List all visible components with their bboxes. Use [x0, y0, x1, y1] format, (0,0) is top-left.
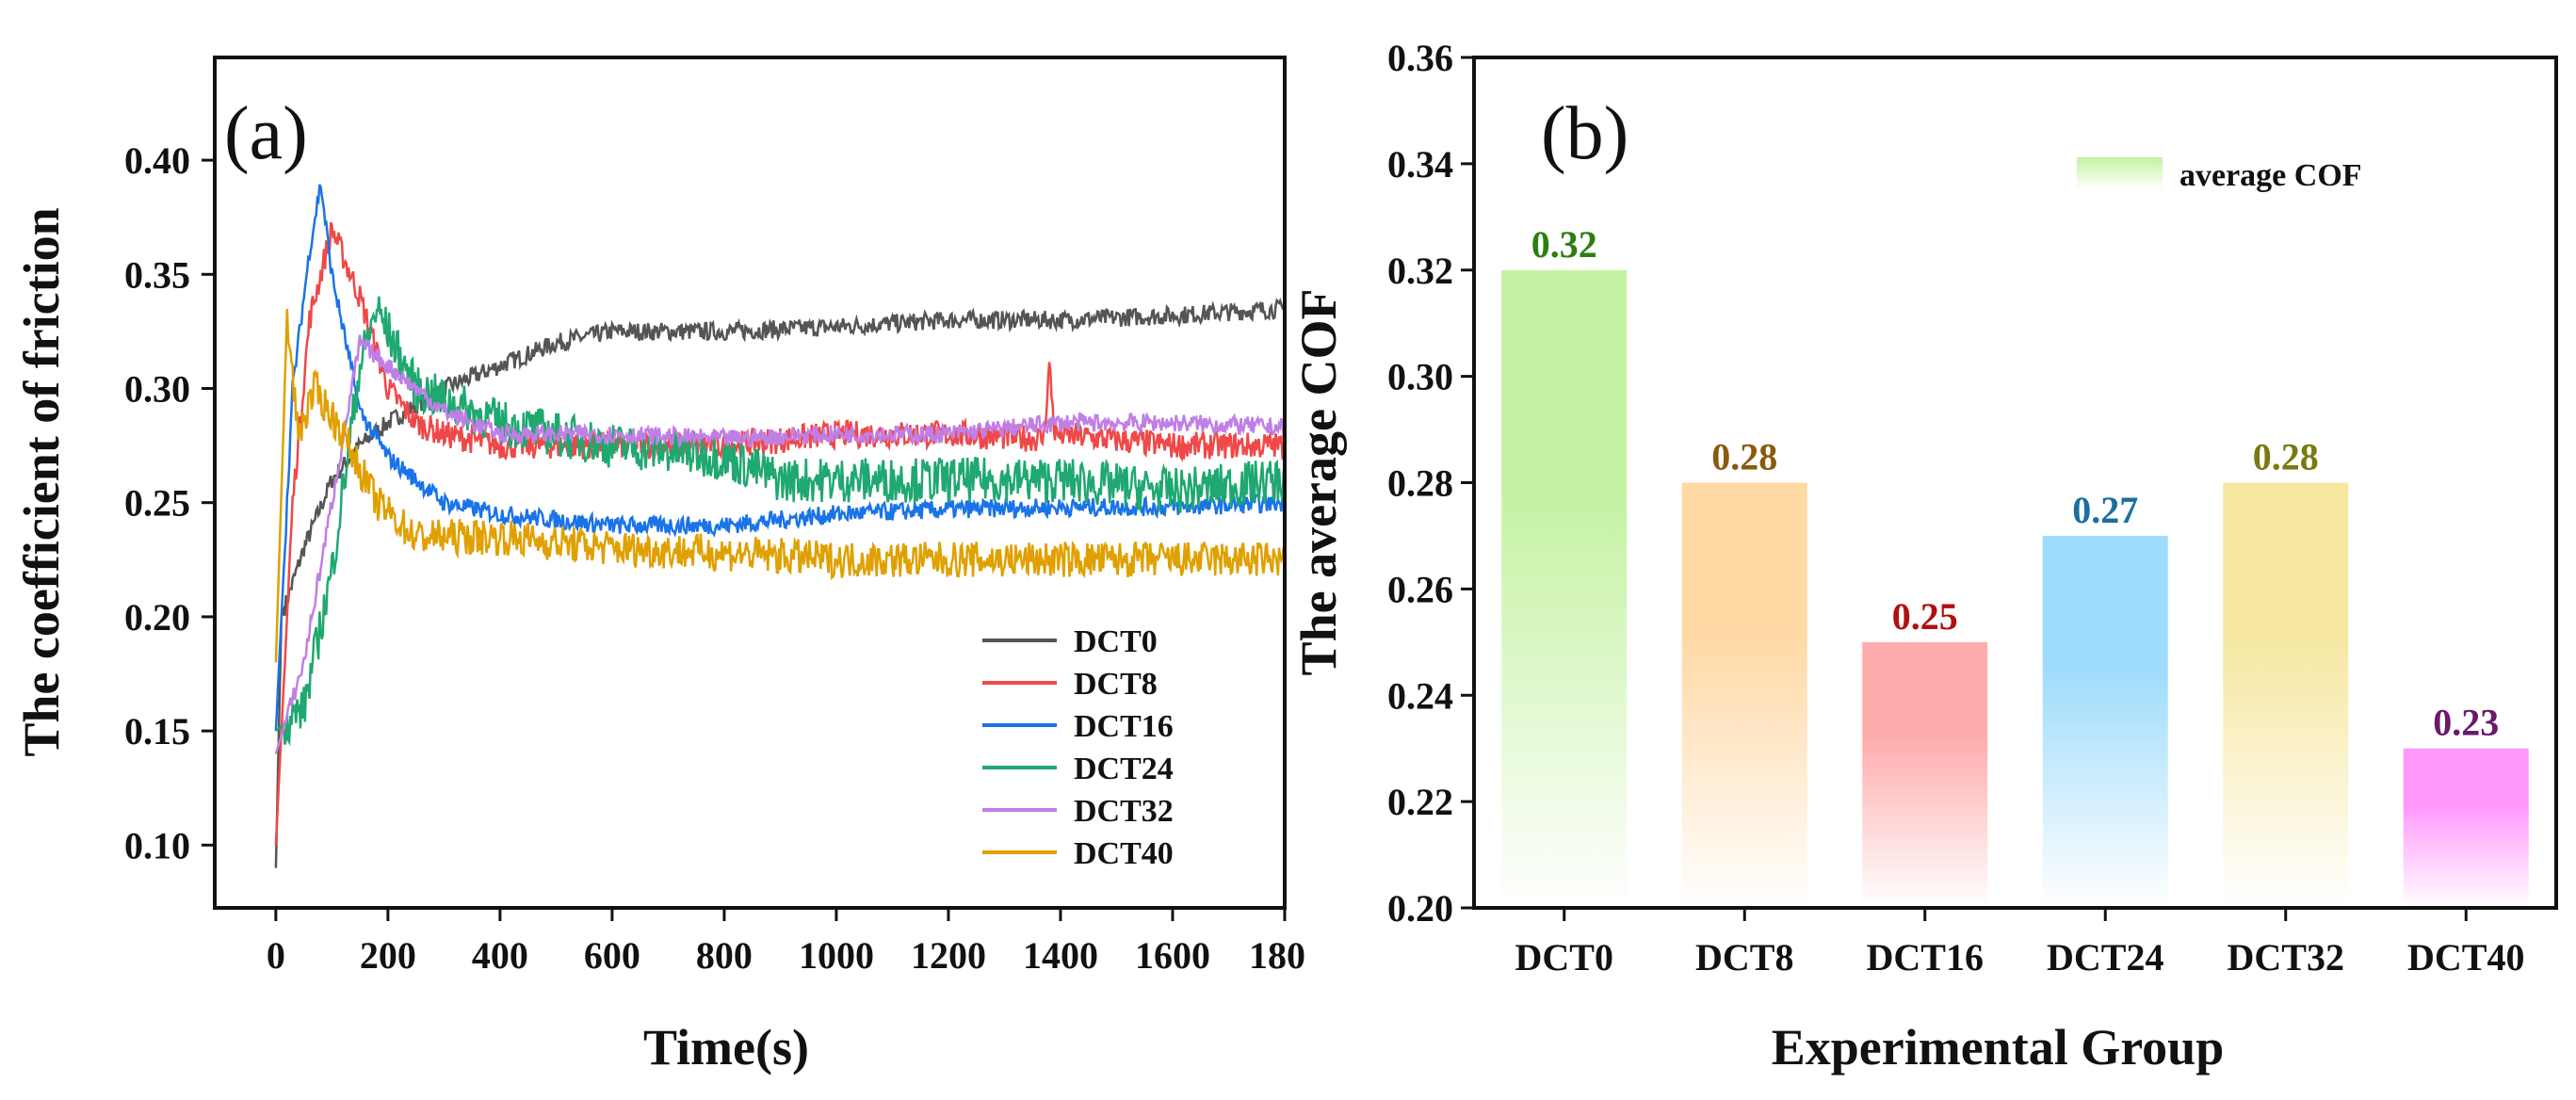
- x-tick-label-b: DCT32: [2228, 936, 2344, 979]
- legend-label: average COF: [2179, 158, 2362, 193]
- x-tick-label-a: 180: [1249, 934, 1305, 977]
- series-line-dct24: [275, 296, 1285, 747]
- plot-frame-b: [1472, 56, 2558, 910]
- panel-label-b: (b): [1541, 92, 1628, 175]
- y-tick-label-a: 0.15: [124, 710, 190, 752]
- y-tick-label-b: 0.26: [1387, 568, 1453, 610]
- x-tick-label-a: 600: [584, 934, 640, 977]
- legend-label-dct0: DCT0: [1074, 624, 1158, 659]
- x-tick-label-a: 1400: [1023, 934, 1098, 977]
- y-tick-label-a: 0.25: [124, 482, 190, 525]
- series-line-dct32: [274, 334, 1285, 754]
- plot-frame-a: [213, 56, 1287, 910]
- y-tick-label-b: 0.20: [1387, 887, 1453, 930]
- y-tick-label-a: 0.40: [124, 139, 190, 182]
- x-axis-title-b: Experimental Group: [1772, 1019, 2225, 1076]
- x-tick-label-a: 200: [360, 934, 416, 977]
- y-axis-title-b: The average COF: [1290, 289, 1347, 676]
- y-tick-label-b: 0.28: [1387, 462, 1453, 505]
- series-line-dct40: [274, 308, 1285, 663]
- bar-dct8: [1681, 482, 1807, 908]
- x-tick-label-b: DCT40: [2407, 936, 2524, 979]
- y-tick-label-b: 0.36: [1387, 37, 1453, 79]
- legend-label-dct8: DCT8: [1074, 667, 1158, 702]
- average-cof-bar-chart: (b) The average COF Experimental Group a…: [1290, 37, 2558, 1076]
- y-tick-label-b: 0.30: [1387, 356, 1453, 398]
- legend-label-dct40: DCT40: [1074, 836, 1174, 871]
- series-line-dct8: [274, 221, 1285, 846]
- y-tick-label-a: 0.35: [124, 253, 190, 296]
- y-tick-label-a: 0.10: [124, 824, 190, 866]
- bar-dct16: [1862, 641, 1988, 908]
- bar-dct32: [2223, 482, 2349, 908]
- x-axis-title-a: Time(s): [643, 1019, 809, 1076]
- x-tick-label-b: DCT0: [1515, 936, 1613, 979]
- x-tick-label-b: DCT16: [1867, 936, 1984, 979]
- y-tick-label-b: 0.34: [1387, 143, 1453, 186]
- value-label-dct40: 0.23: [2433, 702, 2499, 744]
- series-line-dct0: [274, 297, 1285, 868]
- y-axis-title-a: The coefficient of friction: [13, 207, 70, 756]
- series-line-dct16: [274, 184, 1285, 732]
- legend-swatch: [2077, 157, 2163, 189]
- value-label-dct16: 0.25: [1892, 595, 1958, 638]
- legend-label-dct32: DCT32: [1074, 794, 1174, 829]
- bar-dct0: [1501, 269, 1628, 908]
- y-tick-label-b: 0.32: [1387, 250, 1453, 292]
- value-label-dct0: 0.32: [1531, 223, 1597, 266]
- value-label-dct32: 0.28: [2253, 436, 2319, 478]
- x-tick-label-a: 400: [472, 934, 528, 977]
- panel-label-a: (a): [224, 92, 308, 175]
- legend-label-dct24: DCT24: [1074, 752, 1174, 786]
- x-tick-label-b: DCT24: [2047, 936, 2163, 979]
- value-label-dct8: 0.28: [1711, 436, 1777, 478]
- y-tick-label-b: 0.24: [1387, 674, 1453, 717]
- x-tick-label-a: 1000: [799, 934, 874, 977]
- bar-dct40: [2403, 748, 2529, 908]
- friction-time-chart: (a) The coefficient of friction Time(s) …: [13, 56, 1305, 1076]
- y-tick-label-a: 0.30: [124, 368, 190, 411]
- x-tick-label-a: 1600: [1135, 934, 1210, 977]
- x-tick-label-a: 800: [696, 934, 753, 977]
- x-tick-label-a: 0: [267, 934, 285, 977]
- bar-dct24: [2042, 535, 2168, 908]
- y-tick-label-a: 0.20: [124, 596, 190, 639]
- legend-label-dct16: DCT16: [1074, 709, 1174, 744]
- x-tick-label-b: DCT8: [1695, 936, 1793, 979]
- value-label-dct24: 0.27: [2072, 489, 2138, 531]
- y-tick-label-b: 0.22: [1387, 781, 1453, 823]
- x-tick-label-a: 1200: [911, 934, 986, 977]
